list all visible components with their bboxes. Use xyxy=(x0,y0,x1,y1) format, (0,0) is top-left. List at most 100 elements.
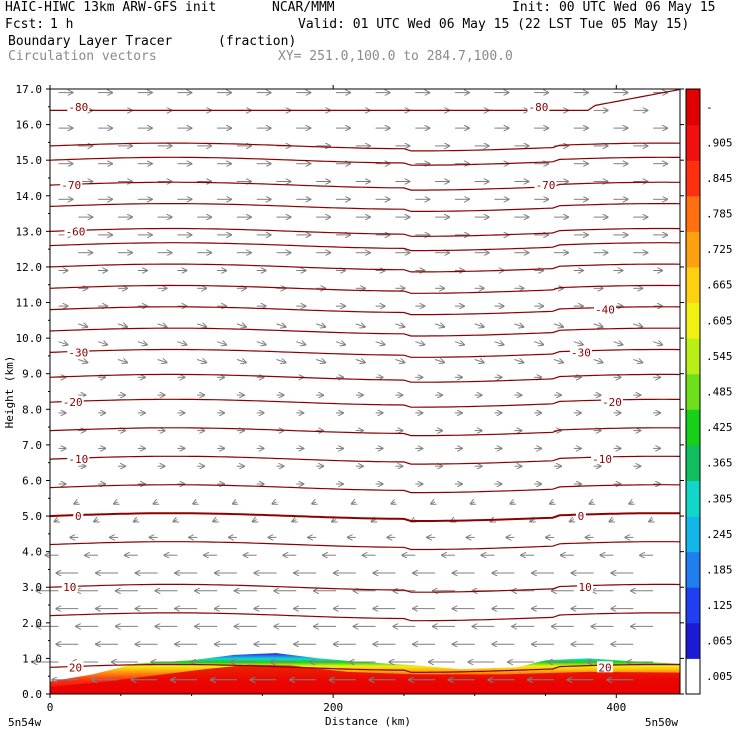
wind-vector xyxy=(236,360,246,363)
wind-vector xyxy=(74,502,78,504)
x-right-endpoint: 5n50w xyxy=(645,716,678,729)
wind-vector xyxy=(253,520,257,522)
y-tick-label: 3.0 xyxy=(22,581,42,594)
contour-label-bg xyxy=(67,453,90,465)
wind-vector xyxy=(197,360,206,363)
wind-vector xyxy=(335,342,345,345)
wind-vector xyxy=(292,520,296,522)
contour-label-bg xyxy=(577,581,594,593)
wind-vector xyxy=(352,502,356,504)
contour-line xyxy=(49,142,681,152)
field-name: Boundary Layer Tracer xyxy=(8,34,173,49)
colorbar-swatch xyxy=(686,160,700,197)
wind-vector xyxy=(355,324,365,327)
contour-line xyxy=(49,242,680,252)
wind-vector xyxy=(273,502,277,504)
colorbar-label: .065 xyxy=(706,635,733,648)
wind-vector xyxy=(55,520,59,522)
wind-vector xyxy=(193,502,197,504)
wind-vector xyxy=(316,360,325,363)
x-left-endpoint: 5n54w xyxy=(8,716,41,729)
y-tick-label: 13.0 xyxy=(16,225,43,238)
contour-label: 0 xyxy=(75,510,82,523)
temperature-contours: 20 20 10 10 0 0 -10 -10 -20 -20 -30 -30 -40 -60 -70 -70… xyxy=(49,88,681,674)
contour-label-bg xyxy=(594,303,616,315)
wind-vector xyxy=(494,342,504,345)
contour-label: -60 xyxy=(66,225,86,238)
wind-vector xyxy=(613,342,623,345)
contour-label: -10 xyxy=(592,453,612,466)
field-units: (fraction) xyxy=(218,34,297,49)
init-time: Init: 00 UTC Wed 06 May 15 xyxy=(512,0,716,15)
wind-vector xyxy=(530,520,534,522)
colorbar-swatch xyxy=(686,551,700,588)
wind-vector xyxy=(355,360,365,363)
contour-label: 0 xyxy=(578,510,585,523)
wind-vector xyxy=(633,360,642,363)
wind-vector xyxy=(434,324,444,327)
y-axis: 0.0 1.0 2.0 3.0 4.0 5.0 6.0 7.0 8.0 9.0 10.0 11.0 12… xyxy=(16,83,684,701)
y-tick-label: 10.0 xyxy=(16,332,43,345)
wind-vector xyxy=(276,324,286,327)
y-tick-label: 4.0 xyxy=(22,546,42,559)
xy-range: XY= 251.0,100.0 to 284.7,100.0 xyxy=(278,49,513,64)
contour-label: 20 xyxy=(598,661,611,674)
wind-vector xyxy=(173,520,177,522)
colorbar-label: .545 xyxy=(706,350,733,363)
wind-vector xyxy=(157,360,167,363)
wind-vector xyxy=(553,360,563,363)
colorbar-label: .185 xyxy=(706,563,733,576)
colorbar-swatch xyxy=(686,231,700,268)
contour-label: -20 xyxy=(602,396,622,409)
colorbar-label: .425 xyxy=(706,421,733,434)
colorbar-label: .845 xyxy=(706,172,733,185)
valid-time: Valid: 01 UTC Wed 06 May 15 (22 LST Tue … xyxy=(298,17,690,32)
contour-label-bg xyxy=(67,661,84,673)
wind-vector xyxy=(510,502,514,504)
contour-line-20 xyxy=(49,663,680,673)
y-tick-label: 5.0 xyxy=(22,510,42,523)
colorbar-swatch xyxy=(686,444,700,481)
contour-label-bg xyxy=(61,581,78,593)
colorbar-swatch xyxy=(686,373,700,410)
contour-label-bg xyxy=(527,100,550,112)
wind-vector xyxy=(610,520,614,522)
contour-line--10 xyxy=(49,455,681,465)
contour-line--80 xyxy=(50,88,681,111)
contour-label: -10 xyxy=(68,453,88,466)
y-tick-label: 14.0 xyxy=(16,190,43,203)
y-axis-title: Height (km) xyxy=(3,356,16,429)
model-title: HAIC-HIWC 13km ARW-GFS init xyxy=(5,0,217,15)
wind-vector xyxy=(216,342,226,345)
wind-vector xyxy=(570,520,574,522)
contour-line xyxy=(49,612,680,622)
y-tick-label: 12.0 xyxy=(16,261,43,274)
y-tick-label: 8.0 xyxy=(22,403,42,416)
contour-line--40 xyxy=(49,306,681,316)
y-tick-label: 6.0 xyxy=(22,474,42,487)
y-tick-label: 7.0 xyxy=(22,439,42,452)
colorbar-label: .485 xyxy=(706,386,733,399)
wind-vector xyxy=(177,342,186,345)
contour-label: -30 xyxy=(68,346,88,359)
wind-vector xyxy=(573,342,583,345)
wind-vector xyxy=(97,342,107,345)
vector-field-name: Circulation vectors xyxy=(8,49,157,64)
contour-label-bg xyxy=(73,510,84,522)
wind-vector xyxy=(78,360,87,363)
wind-vector xyxy=(454,342,464,345)
wind-vector xyxy=(372,520,376,522)
wind-vector xyxy=(276,360,286,363)
contour-label-bg xyxy=(61,396,84,408)
contour-line xyxy=(49,284,680,294)
colorbar-label: .905 xyxy=(706,136,733,149)
wind-vector xyxy=(316,324,325,327)
contour-line xyxy=(49,156,680,166)
y-tick-label: 9.0 xyxy=(22,368,42,381)
wind-vector xyxy=(114,502,118,504)
contour-label: -20 xyxy=(63,396,83,409)
contour-label: 20 xyxy=(69,661,82,674)
wind-vector xyxy=(431,502,435,504)
colorbar-swatch xyxy=(686,480,700,517)
